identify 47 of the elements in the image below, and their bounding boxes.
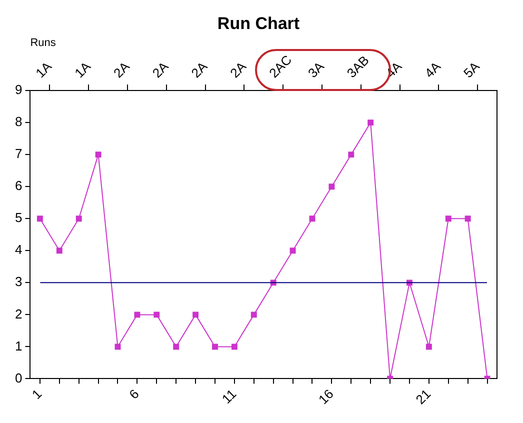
point xyxy=(212,344,218,350)
y-tick-label: 6 xyxy=(14,178,22,194)
point xyxy=(445,216,452,222)
text: 2A xyxy=(149,58,172,81)
x2-axis-title: Runs xyxy=(30,37,56,50)
x-tick-label: 11 xyxy=(218,386,240,406)
point xyxy=(464,216,471,222)
point xyxy=(368,120,374,126)
x-tick-label: 21 xyxy=(412,386,434,408)
y-tick-label: 2 xyxy=(14,306,22,322)
text: 2A xyxy=(110,58,133,81)
point xyxy=(134,312,140,318)
point xyxy=(36,216,43,222)
text: 1A xyxy=(32,58,55,81)
text: 1A xyxy=(72,58,94,81)
text: 4A xyxy=(422,58,444,81)
y-tick-label: 1 xyxy=(14,338,22,354)
y-tick-label: 0 xyxy=(14,370,22,386)
x-tick-label: 1 xyxy=(28,386,45,402)
x-tick-label: 16 xyxy=(316,386,336,408)
point xyxy=(192,312,199,318)
point xyxy=(154,312,160,318)
point xyxy=(309,216,316,222)
text: 3AB xyxy=(344,52,372,81)
y-tick-label: 8 xyxy=(14,114,22,130)
point xyxy=(95,152,102,158)
point xyxy=(114,344,121,350)
text: 3A xyxy=(304,58,328,81)
text: 2A xyxy=(188,58,210,81)
text: 2A xyxy=(227,58,250,81)
point xyxy=(348,152,354,158)
chart-title: Run Chart xyxy=(217,14,300,33)
point xyxy=(426,344,432,350)
y-tick-label: 9 xyxy=(14,82,22,98)
y-tick-label: 4 xyxy=(14,242,22,258)
x-tick-label: 6 xyxy=(126,386,142,402)
point xyxy=(76,216,82,222)
point xyxy=(173,344,180,350)
point xyxy=(56,248,62,254)
y-tick-label: 7 xyxy=(14,146,22,162)
point xyxy=(231,344,238,350)
text: 5A xyxy=(460,58,483,81)
point xyxy=(250,312,257,318)
point xyxy=(328,184,335,190)
point xyxy=(290,248,296,254)
y-tick-label: 3 xyxy=(14,274,22,290)
y-tick-label: 5 xyxy=(14,210,22,226)
